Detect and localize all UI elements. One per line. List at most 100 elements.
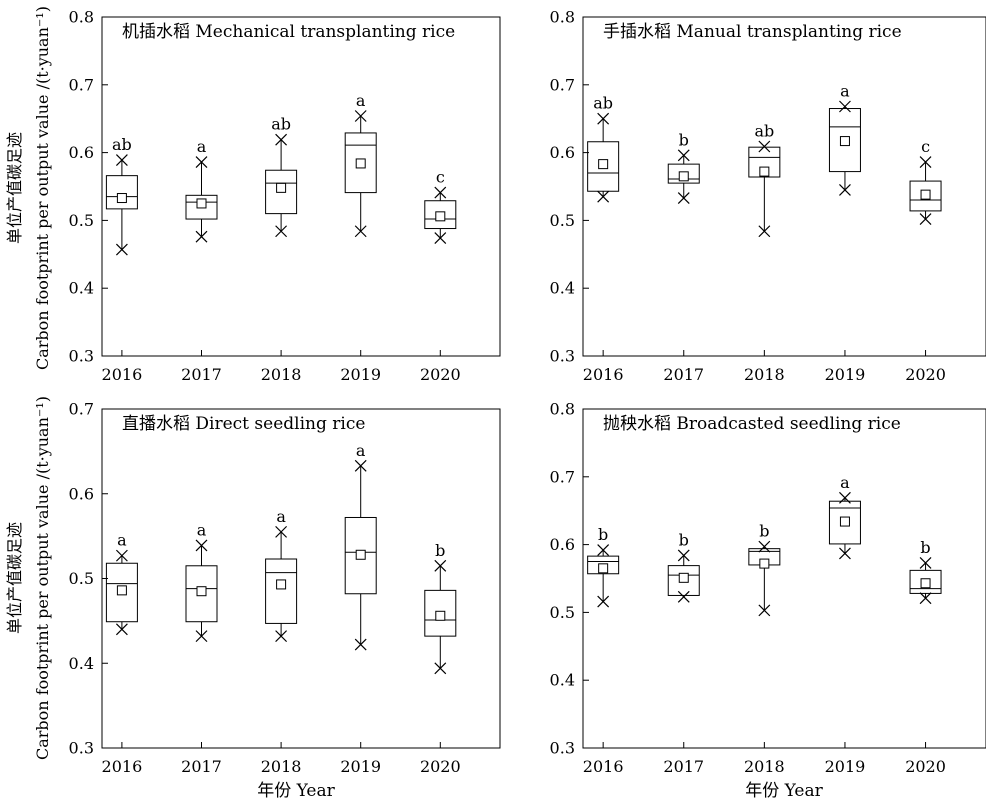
max-marker <box>839 100 851 113</box>
significance-letter: ab <box>112 135 132 154</box>
panel-title: 机插水稻 Mechanical transplanting rice <box>122 22 455 42</box>
x-tick-label: 2020 <box>420 365 461 384</box>
significance-letter: a <box>276 507 286 526</box>
y-axis-label-top-cn: 单位产值碳足迹 <box>5 132 24 244</box>
box-2016: a <box>105 531 138 636</box>
panel-title: 手插水稻 Manual transplanting rice <box>603 22 902 42</box>
box-2018: a <box>265 507 298 643</box>
y-axis-label-top-en: Carbon footprint per output value /(t·yu… <box>33 6 52 370</box>
box-2019: a <box>828 473 861 560</box>
mean-marker <box>598 159 609 170</box>
min-marker <box>434 662 447 675</box>
y-tick-label: 0.4 <box>550 671 575 690</box>
y-tick-label: 0.4 <box>550 279 575 298</box>
significance-letter: a <box>197 520 207 539</box>
min-marker <box>758 604 771 617</box>
max-marker <box>597 544 610 556</box>
mean-marker <box>276 182 287 193</box>
x-axis-label-left: 年份 Year <box>257 781 335 801</box>
max-marker <box>115 549 128 562</box>
significance-letter: b <box>598 525 608 544</box>
min-marker <box>677 590 690 603</box>
min-marker <box>354 638 367 651</box>
min-marker <box>195 230 208 243</box>
box-2017: b <box>667 130 700 204</box>
mean-marker <box>920 578 931 589</box>
min-marker <box>434 232 447 244</box>
x-tick-label: 2020 <box>420 757 461 776</box>
panel-1: 0.3 0.4 0.5 0.6 0.7 0.8 2016 2017 2018 2019 2020 机插… <box>69 8 501 384</box>
box-2018: ab <box>265 115 298 238</box>
x-tick-label: 2017 <box>181 757 222 776</box>
max-marker <box>195 156 208 169</box>
significance-letter: a <box>356 441 366 460</box>
box-iqr <box>105 175 138 210</box>
mean-marker <box>355 158 366 169</box>
x-tick-label: 2017 <box>663 365 704 384</box>
max-marker <box>677 149 690 162</box>
x-tick-label: 2016 <box>102 757 143 776</box>
min-marker <box>677 192 690 204</box>
max-marker <box>597 112 610 125</box>
box-2019: a <box>344 91 377 238</box>
y-tick-label: 0.3 <box>550 739 575 758</box>
min-marker <box>839 183 851 196</box>
mean-marker <box>435 610 446 621</box>
significance-letter: b <box>679 130 689 149</box>
max-marker <box>758 140 771 153</box>
significance-letter: b <box>920 538 930 557</box>
max-marker <box>919 556 932 569</box>
max-marker <box>839 491 851 504</box>
significance-letter: ab <box>271 115 291 134</box>
y-axis-label-bottom-en: Carbon footprint per output value /(t·yu… <box>33 396 52 760</box>
significance-letter: ab <box>593 94 613 113</box>
x-tick-label: 2017 <box>181 365 222 384</box>
x-tick-label: 2017 <box>663 757 704 776</box>
x-tick-label: 2020 <box>905 365 946 384</box>
y-tick-label: 0.8 <box>550 400 575 419</box>
min-marker <box>195 630 208 643</box>
box-2020: c <box>909 137 942 225</box>
min-marker <box>919 592 932 605</box>
min-marker <box>115 243 128 256</box>
significance-letter: c <box>921 137 930 156</box>
x-tick-label: 2016 <box>102 365 143 384</box>
y-tick-label: 0.6 <box>550 535 575 554</box>
x-tick-label: 2016 <box>583 365 624 384</box>
mean-marker <box>920 189 931 200</box>
box-2016: ab <box>105 135 138 256</box>
min-marker <box>839 547 851 560</box>
max-marker <box>275 133 288 146</box>
min-marker <box>354 225 367 238</box>
box-2016: ab <box>587 94 620 203</box>
mean-marker <box>839 136 850 147</box>
x-tick-label: 2020 <box>905 757 946 776</box>
y-axis-label-bottom-cn: 单位产值碳足迹 <box>5 522 24 634</box>
significance-letter: a <box>840 473 850 492</box>
significance-letter: a <box>197 137 207 156</box>
y-tick-label: 0.7 <box>550 75 575 94</box>
x-tick-label: 2018 <box>261 365 302 384</box>
y-tick-label: 0.5 <box>69 211 94 230</box>
x-tick-label: 2019 <box>825 757 866 776</box>
x-tick-label: 2018 <box>744 757 785 776</box>
x-axis-label-right: 年份 Year <box>745 781 823 801</box>
panel-title: 直播水稻 Direct seedling rice <box>122 414 365 434</box>
panel-title: 抛秧水稻 Broadcasted seedling rice <box>603 414 901 434</box>
min-marker <box>275 225 288 238</box>
max-marker <box>434 559 447 572</box>
box-2018: ab <box>748 121 781 238</box>
box-iqr <box>265 558 298 624</box>
mean-marker <box>759 558 770 569</box>
x-tick-label: 2018 <box>261 757 302 776</box>
y-tick-label: 0.6 <box>69 484 94 503</box>
significance-letter: ab <box>754 121 774 140</box>
panel-3: 0.3 0.4 0.5 0.6 0.7 2016 2017 2018 2019 2020 直播水稻 … <box>69 400 501 776</box>
min-marker <box>758 225 771 238</box>
mean-marker <box>116 585 127 596</box>
x-tick-label: 2019 <box>825 365 866 384</box>
x-tick-label: 2019 <box>340 365 381 384</box>
min-marker <box>115 623 128 636</box>
min-marker <box>597 595 610 608</box>
y-tick-label: 0.3 <box>550 347 575 366</box>
